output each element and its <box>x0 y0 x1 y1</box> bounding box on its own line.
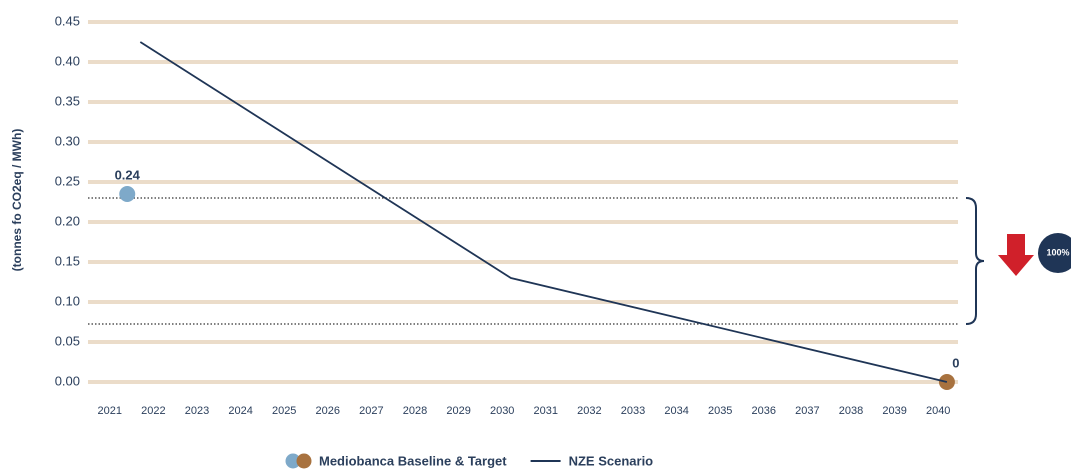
x-tick-label: 2032 <box>577 405 601 417</box>
y-tick-label: 0.00 <box>55 373 80 388</box>
y-tick-label: 0.10 <box>55 293 80 308</box>
y-axis-label: (tonnes fo CO2eq / MWh) <box>10 129 24 272</box>
x-tick-label: 2036 <box>752 405 776 417</box>
x-tick-label: 2034 <box>664 405 688 417</box>
down-arrow <box>998 234 1034 276</box>
x-tick-label: 2022 <box>141 405 165 417</box>
x-tick-label: 2039 <box>882 405 906 417</box>
x-tick-label: 2024 <box>228 405 252 417</box>
legend-label: NZE Scenario <box>569 453 654 468</box>
badge <box>1038 233 1071 273</box>
x-tick-label: 2030 <box>490 405 514 417</box>
y-tick-label: 0.40 <box>55 53 80 68</box>
x-tick-label: 2033 <box>621 405 645 417</box>
legend-swatch <box>296 453 312 469</box>
data-label: 0.24 <box>115 167 141 182</box>
bracket <box>965 197 985 325</box>
x-tick-label: 2031 <box>534 405 558 417</box>
line <box>139 41 948 383</box>
x-tick-label: 2026 <box>316 405 340 417</box>
x-tick-label: 2035 <box>708 405 732 417</box>
x-tick-label: 2029 <box>446 405 470 417</box>
x-tick-label: 2023 <box>185 405 209 417</box>
y-tick-label: 0.15 <box>55 253 80 268</box>
x-tick-label: 2021 <box>98 405 122 417</box>
y-tick-label: 0.05 <box>55 333 80 348</box>
y-tick-label: 0.30 <box>55 133 80 148</box>
x-tick-label: 2025 <box>272 405 296 417</box>
y-tick-label: 0.35 <box>55 93 80 108</box>
x-tick-label: 2037 <box>795 405 819 417</box>
x-tick-label: 2028 <box>403 405 427 417</box>
x-tick-label: 2027 <box>359 405 383 417</box>
x-tick-label: 2038 <box>839 405 863 417</box>
x-tick-label: 2040 <box>926 405 950 417</box>
legend-swatch <box>285 453 301 469</box>
legend-label: Mediobanca Baseline & Target <box>319 453 507 468</box>
data-label: 0 <box>952 355 959 370</box>
y-tick-label: 0.45 <box>55 13 80 28</box>
y-tick-label: 0.25 <box>55 173 80 188</box>
point <box>119 186 136 202</box>
badge-label: 100% <box>1046 247 1069 257</box>
y-tick-label: 0.20 <box>55 213 80 228</box>
